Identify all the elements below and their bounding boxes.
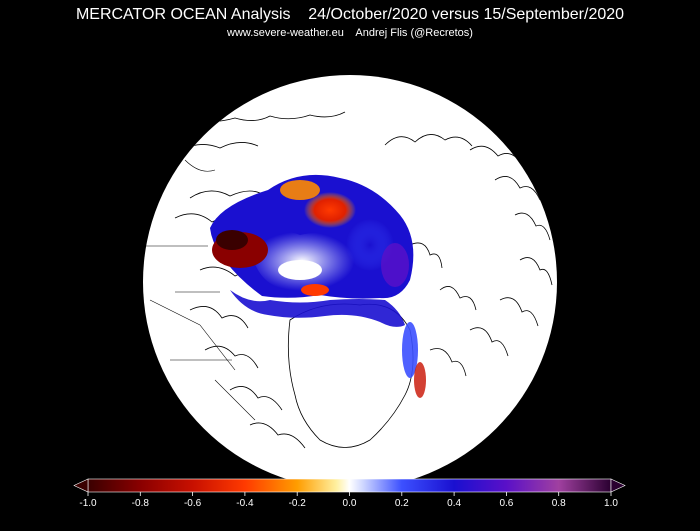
colorbar-ticks: -1.0 -0.8 -0.6 -0.4 -0.2 0.0 0.2 0.4 0.6 0.8 1.0	[79, 492, 618, 509]
ice-loss-patch	[304, 192, 356, 228]
colorbar-label: Ice thickness change (m)	[288, 464, 412, 476]
colorbar-tick-label: 0.0	[343, 498, 357, 509]
colorbar-tick-label: -0.2	[289, 498, 307, 509]
colorbar-tick-label: -0.8	[132, 498, 150, 509]
colorbar-tick-label: 0.8	[552, 498, 566, 509]
globe-content	[143, 111, 553, 449]
map-title: MERCATOR OCEAN Analysis 24/October/2020 …	[75, 6, 625, 23]
colorbar-extend-low	[73, 478, 89, 493]
colorbar-tick-label: 0.2	[395, 498, 409, 509]
colorbar-tick-label: -1.0	[79, 498, 97, 509]
colorbar-tick-label: -0.4	[236, 498, 254, 509]
colorbar-ramp	[87, 478, 612, 493]
ice-change-field	[210, 174, 426, 398]
border-lines	[143, 159, 256, 421]
colorbar-tick-label: 0.4	[447, 498, 461, 509]
colorbar-tick-label: -0.6	[184, 498, 202, 509]
colorbar-tick-label: 0.6	[499, 498, 513, 509]
colorbar-tick-label: 1.0	[604, 498, 618, 509]
colorbar-extend-high	[610, 478, 626, 493]
map-credits: www.severe-weather.eu Andrej Flis (@Recr…	[227, 27, 473, 39]
